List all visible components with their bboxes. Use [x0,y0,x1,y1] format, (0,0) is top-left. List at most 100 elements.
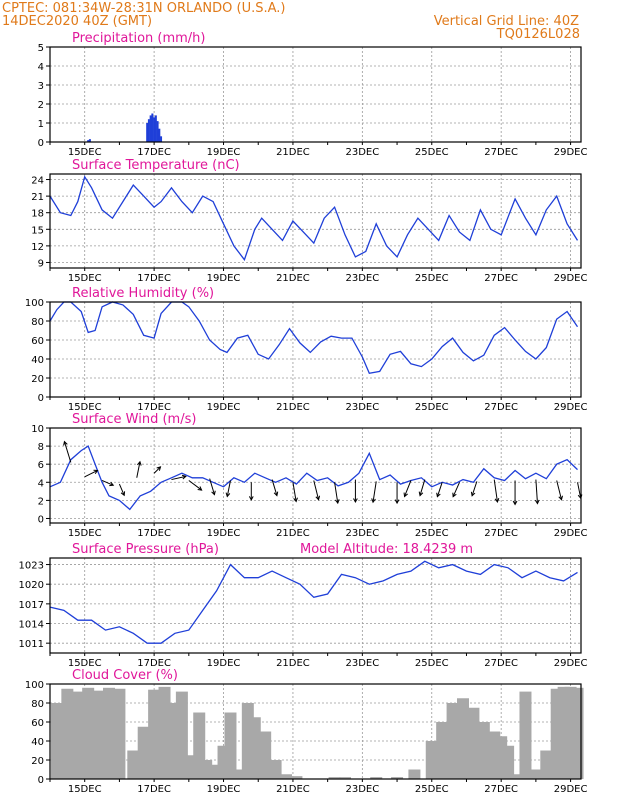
data-bar [146,123,149,142]
wind-arrow [271,479,278,496]
wind-arrow-head [63,440,68,446]
data-bar [50,703,63,779]
panel-wind: 0 2 4 6 8 10 15DEC 17DEC 19DEC 21DEC 23DEC 25DEC 27D… [31,412,587,539]
y-tick-label: 3 [38,81,44,92]
x-tick-label: 29DEC [554,402,588,413]
header-grid-line: Vertical Grid Line: 40Z [434,14,579,29]
x-tick-label: 25DEC [415,402,449,413]
wind-arrow-head [137,460,142,466]
wind-arrow-head [293,497,298,503]
x-tick-label: 25DEC [415,658,449,669]
y-tick-label: 0 [38,393,44,404]
data-bar [370,777,383,779]
x-tick-label: 25DEC [415,528,449,539]
wind-arrow-head [156,466,162,471]
data-bar [154,115,157,142]
header-run-code: TQ0126L028 [496,27,580,42]
wind-arrow-head [248,496,254,501]
panel-title-temp: Surface Temperature (nC) [72,158,240,173]
wind-arrow-head [120,491,126,497]
data-bar [158,686,171,779]
y-tick-label: 40 [31,355,44,366]
data-bar [88,139,91,142]
data-bar [248,717,261,779]
model-altitude-label: Model Altitude: 18.4239 m [300,542,473,557]
x-tick-label: 25DEC [415,784,449,795]
panel-title-pressure: Surface Pressure (hPa) [72,542,219,557]
y-tick-label: 2 [38,100,44,111]
x-tick-label: 25DEC [415,147,449,158]
data-bar [571,687,584,779]
data-bar [137,726,150,779]
wind-arrow [63,441,72,463]
y-tick-label: 1014 [19,620,44,631]
y-tick-label: 15 [31,225,44,236]
data-bar [436,722,449,779]
panel-frame [49,301,582,398]
x-tick-label: 21DEC [276,528,310,539]
wind-arrow [84,470,98,478]
wind-arrow-head [558,495,563,501]
x-tick-label: 21DEC [276,784,310,795]
y-tick-label: 20 [31,374,44,385]
panel-cloud: 0 20 40 60 80 100 15DEC 17DEC 19DEC 21DEC 23DEC 25D… [25,668,588,795]
panel-frame [49,427,582,524]
wind-arrow-head [494,498,500,504]
x-tick-label: 23DEC [345,528,379,539]
y-tick-label: 4 [38,478,44,489]
y-tick-label: 1017 [19,600,44,611]
wind-arrow [577,482,582,499]
data-bar [540,750,553,779]
x-tick-label: 17DEC [137,784,171,795]
wind-arrow [471,481,478,496]
panel-frame [49,683,582,780]
wind-arrow-head [452,492,457,498]
y-tick-label: 0 [38,775,44,786]
wind-arrow-head [436,492,441,498]
panel-title-humidity: Relative Humidity (%) [72,286,214,301]
wind-arrow [292,482,297,502]
data-bar [529,769,542,779]
x-tick-label: 27DEC [484,784,518,795]
y-tick-label: 100 [25,680,44,691]
data-bar [280,774,292,779]
data-bar [290,776,303,779]
x-tick-label: 29DEC [554,147,588,158]
wind-arrow [209,478,215,495]
series-line-wind [49,445,578,511]
wind-arrow-head [403,492,408,498]
panel-temp: 9 12 15 18 21 24 15DEC 17DEC 19DEC 21DEC 23DEC 25DE… [31,158,587,284]
data-bar [82,687,95,779]
data-bar [446,703,459,779]
wind-arrow [419,479,426,496]
x-tick-label: 15DEC [68,784,102,795]
data-bar [113,688,126,779]
x-tick-label: 19DEC [207,658,241,669]
x-tick-label: 23DEC [345,784,379,795]
data-bar [149,115,152,142]
y-tick-label: 60 [31,336,44,347]
wind-arrow [493,479,498,503]
y-tick-label: 8 [38,442,44,453]
x-tick-label: 27DEC [484,273,518,284]
wind-arrow [118,483,125,496]
data-bar [147,119,150,142]
data-bar [103,687,115,779]
data-bar [71,691,84,779]
panel-title-cloud: Cloud Cover (%) [72,668,178,683]
x-tick-label: 23DEC [345,402,379,413]
data-bar [259,731,272,779]
data-bar [87,140,90,142]
wind-arrow [153,466,161,474]
wind-arrow [226,480,231,497]
wind-arrow-head [371,498,376,504]
data-bar [328,777,341,779]
data-bar [425,741,438,779]
x-tick-label: 15DEC [68,273,102,284]
wind-arrow [136,461,141,478]
wind-arrow [334,482,339,504]
wind-arrow-head [225,492,231,498]
data-bar [269,760,282,779]
y-tick-label: 24 [31,176,44,187]
